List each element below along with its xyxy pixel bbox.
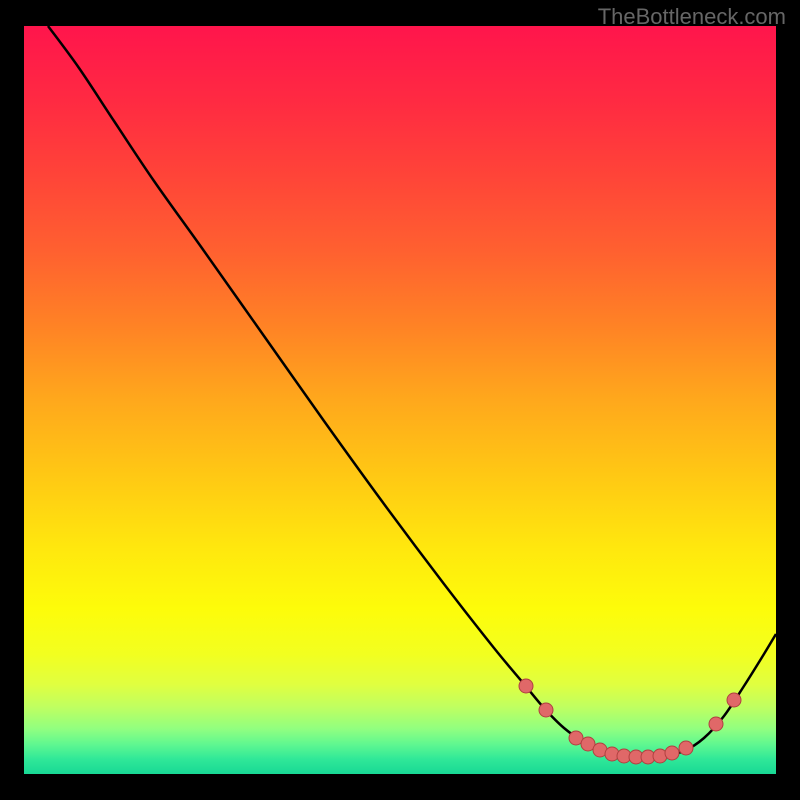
watermark-text: TheBottleneck.com [598, 4, 786, 30]
data-marker [727, 693, 741, 707]
data-marker [539, 703, 553, 717]
data-marker [709, 717, 723, 731]
data-marker [679, 741, 693, 755]
data-markers [519, 679, 741, 764]
data-marker [519, 679, 533, 693]
data-marker [665, 746, 679, 760]
chart-plot-area [24, 26, 776, 774]
bottleneck-curve [48, 26, 776, 758]
curve-overlay [24, 26, 776, 774]
